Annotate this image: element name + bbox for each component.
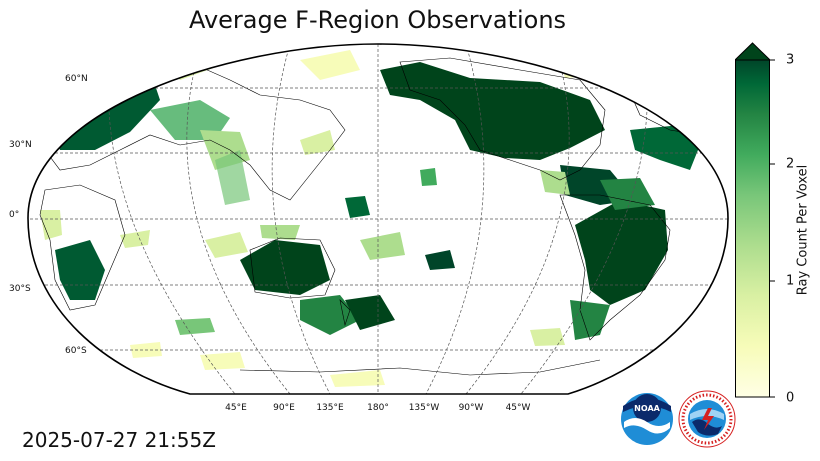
latitude-label: 30°N — [9, 140, 32, 150]
colorbar-tick-label: 0 — [786, 390, 795, 406]
longitude-label: 45°E — [225, 403, 247, 413]
chart-title: Average F-Region Observations — [188, 6, 567, 34]
colorbar-gradient — [735, 59, 770, 398]
colorbar-extend-arrow — [735, 42, 770, 61]
colorbar — [735, 42, 770, 398]
latitude-label: 60°S — [65, 346, 87, 356]
longitude-label: 135°E — [316, 403, 344, 413]
graticule — [28, 44, 728, 394]
map-boundary — [27, 43, 729, 395]
coastlines — [39, 57, 706, 376]
colorbar-label: Ray Count Per Voxel — [795, 164, 811, 296]
ray-density-field — [40, 48, 710, 387]
longitude-label: 45°W — [505, 403, 531, 413]
longitude-label: 90°W — [458, 403, 484, 413]
colorbar-tick-label: 2 — [786, 156, 795, 172]
longitude-label: 90°E — [273, 403, 295, 413]
longitude-label: 180° — [367, 403, 389, 413]
colorbar-tick-label: 1 — [786, 273, 795, 289]
longitude-label: 135°W — [408, 403, 440, 413]
latitude-label: 0° — [9, 210, 20, 220]
timestamp: 2025-07-27 21:55Z — [22, 428, 216, 452]
latitude-label: 60°N — [65, 74, 88, 84]
colorbar-tick-label: 3 — [786, 52, 795, 68]
colorbar-ticks — [770, 59, 775, 398]
national-weather-service-logo — [678, 390, 736, 448]
svg-text:NOAA: NOAA — [634, 404, 660, 413]
noaa-logo: NOAA — [621, 393, 673, 445]
latitude-label: 30°S — [9, 284, 31, 294]
